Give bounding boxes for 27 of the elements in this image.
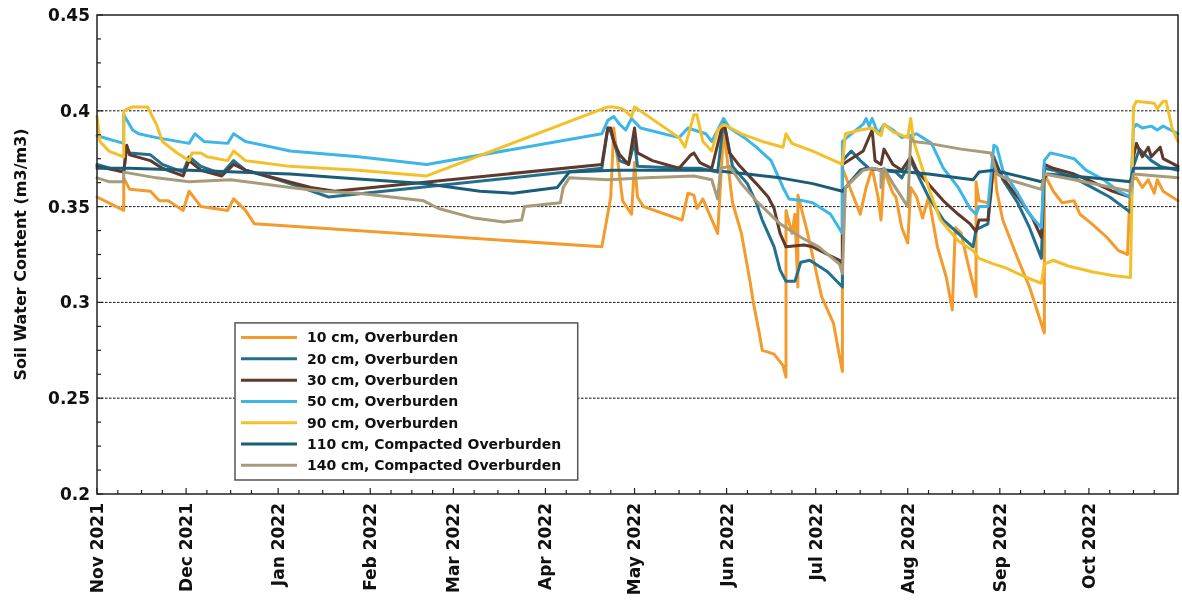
x-tick-label: Sep 2022 <box>989 503 1010 593</box>
x-tick-label: Jul 2022 <box>805 503 826 582</box>
legend-label: 20 cm, Overburden <box>307 350 459 367</box>
legend-label: 30 cm, Overburden <box>307 372 459 389</box>
y-tick-label: 0.25 <box>48 388 90 409</box>
y-tick-label: 0.3 <box>59 292 90 313</box>
legend-label: 140 cm, Compacted Overburden <box>307 457 562 474</box>
x-tick-label: Dec 2021 <box>176 503 197 592</box>
legend-label: 50 cm, Overburden <box>307 393 459 410</box>
legend-label: 10 cm, Overburden <box>307 329 459 346</box>
y-tick-label: 0.2 <box>59 483 90 504</box>
x-tick-label: Mar 2022 <box>443 503 464 594</box>
x-tick-label: Oct 2022 <box>1078 503 1099 589</box>
y-tick-label: 0.45 <box>48 4 90 25</box>
x-tick-label: Jun 2022 <box>716 503 737 588</box>
x-tick-label: Feb 2022 <box>360 503 381 591</box>
y-tick-label: 0.35 <box>48 196 90 217</box>
x-tick-label: Apr 2022 <box>535 503 556 590</box>
x-tick-label: Nov 2021 <box>86 503 107 594</box>
x-tick-label: May 2022 <box>624 503 645 596</box>
x-tick-label: Aug 2022 <box>897 503 918 594</box>
x-tick-label: Jan 2022 <box>268 503 289 588</box>
legend-label: 110 cm, Compacted Overburden <box>307 435 562 452</box>
y-tick-label: 0.4 <box>59 100 91 121</box>
legend-label: 90 cm, Overburden <box>307 414 459 431</box>
line-series <box>95 166 1180 195</box>
y-axis-title: Soil Water Content (m3/m3) <box>10 128 30 381</box>
